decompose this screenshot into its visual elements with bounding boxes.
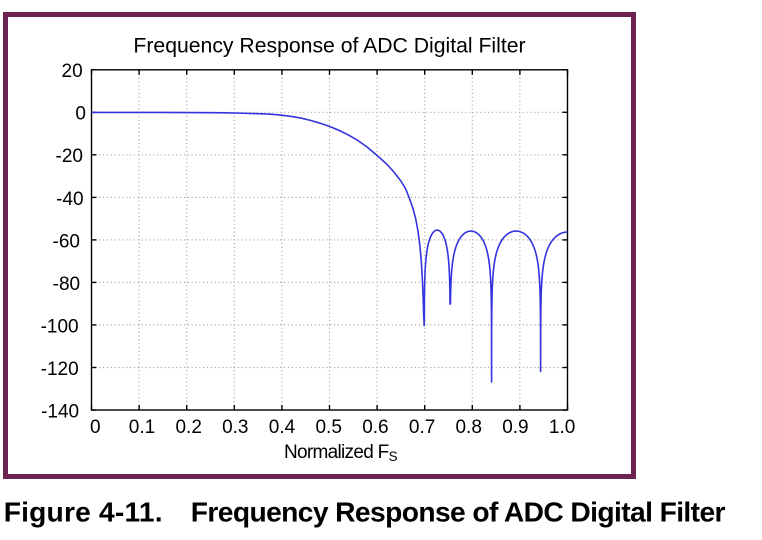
svg-text:20: 20 <box>62 61 83 82</box>
svg-text:1.0: 1.0 <box>549 417 575 438</box>
svg-text:0.1: 0.1 <box>129 417 155 438</box>
svg-text:-60: -60 <box>53 231 80 252</box>
svg-text:0.5: 0.5 <box>315 417 341 438</box>
svg-text:Figure 4-11.: Figure 4-11. <box>4 495 163 527</box>
svg-text:-20: -20 <box>56 146 83 167</box>
svg-text:0.8: 0.8 <box>455 417 481 438</box>
svg-text:-80: -80 <box>53 274 80 295</box>
svg-text:-120: -120 <box>41 359 79 380</box>
svg-text:Frequency Response of ADC Digi: Frequency Response of ADC Digital Filter <box>191 495 726 527</box>
svg-text:0: 0 <box>75 104 86 125</box>
svg-text:Frequency Response of ADC Digi: Frequency Response of ADC Digital Filter <box>133 35 525 58</box>
svg-text:0.6: 0.6 <box>362 417 388 438</box>
svg-text:0: 0 <box>90 417 101 438</box>
svg-text:0.9: 0.9 <box>502 417 528 438</box>
svg-text:0.3: 0.3 <box>222 417 248 438</box>
svg-text:-140: -140 <box>41 401 79 422</box>
svg-text:-100: -100 <box>41 316 79 337</box>
svg-text:Normalized FS: Normalized FS <box>284 442 398 464</box>
svg-text:0.7: 0.7 <box>409 417 435 438</box>
svg-text:0.2: 0.2 <box>175 417 201 438</box>
svg-text:-40: -40 <box>56 189 83 210</box>
svg-text:0.4: 0.4 <box>269 417 296 438</box>
